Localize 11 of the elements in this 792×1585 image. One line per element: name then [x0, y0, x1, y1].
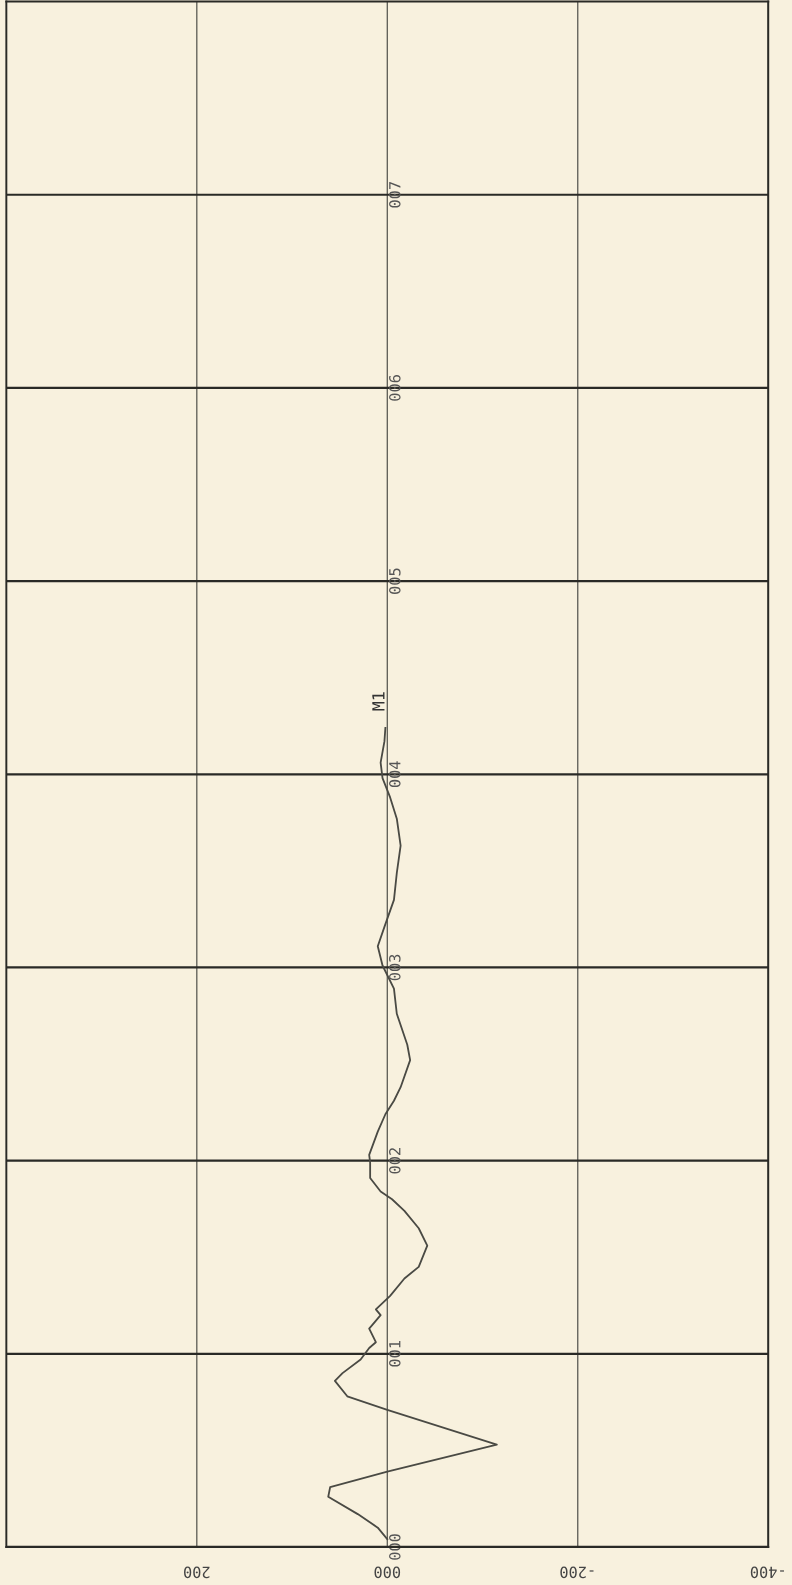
x-tick-label: 200: [184, 1566, 210, 1579]
y-tick-label: 005: [389, 568, 401, 594]
y-tick-label: 003: [389, 954, 401, 981]
y-tick-label: 002: [389, 1148, 401, 1174]
x-tick-label: -200: [560, 1566, 594, 1579]
annotation: M1: [372, 692, 385, 711]
x-tick-label: -400: [750, 1566, 784, 1579]
y-tick-label: 004: [389, 761, 401, 788]
y-tick-label: 001: [389, 1341, 401, 1367]
y-tick-label: 007: [389, 182, 401, 208]
y-tick-label: 006: [389, 375, 401, 401]
